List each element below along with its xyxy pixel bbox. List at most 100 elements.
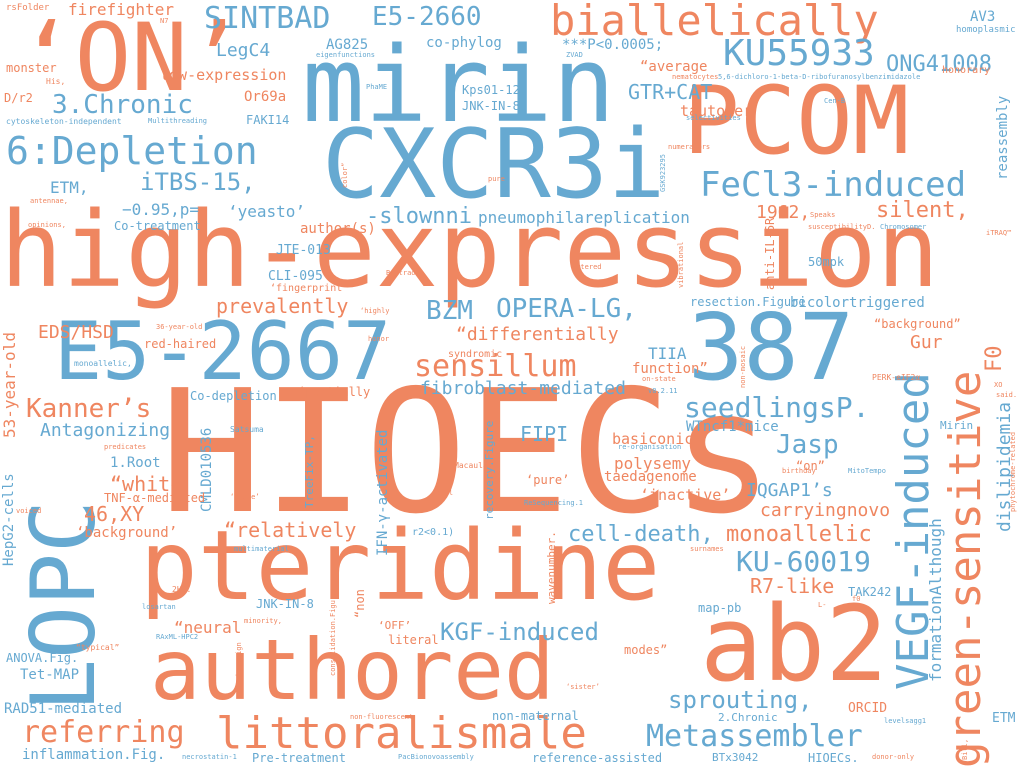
cloud-word: phytochrome-related	[1009, 431, 1017, 512]
cloud-word: Co-treatment	[114, 219, 201, 233]
cloud-word: color”	[341, 162, 349, 188]
cloud-word: monoallelic,	[74, 359, 132, 368]
cloud-word: N7	[160, 17, 169, 25]
cloud-word: 387	[688, 294, 855, 401]
cloud-word: r2<0.1)	[412, 527, 455, 538]
cloud-word: IFN-γ-activated	[375, 429, 391, 556]
cloud-word: carryingnovo	[760, 500, 891, 521]
cloud-word: ANOVA.Fig.	[6, 651, 79, 665]
cloud-word: littoralismale	[216, 708, 587, 759]
cloud-word: function”	[632, 361, 708, 377]
cloud-word: donor-only	[872, 753, 915, 761]
cloud-word: L-	[818, 601, 827, 609]
cloud-word: ‘inactive’	[640, 486, 731, 504]
cloud-word: 3.Chronic	[52, 90, 193, 120]
cloud-word: iTBS-15,	[140, 168, 256, 196]
cloud-word: “average	[640, 59, 708, 75]
cloud-word: levelsagg1	[884, 717, 927, 725]
cloud-word: formationAlthough	[926, 518, 945, 682]
cloud-word: Jasp	[776, 430, 839, 460]
cloud-word: low-expression	[160, 66, 287, 84]
cloud-word: f0	[852, 595, 861, 603]
cloud-word: ORCID	[848, 701, 888, 716]
cloud-word: biallelically	[550, 0, 879, 45]
cloud-word: 2.Chronic	[718, 711, 778, 724]
cloud-word: (cell	[432, 489, 454, 497]
cloud-word: mirin	[302, 24, 616, 146]
cloud-word: firefighter	[68, 0, 174, 19]
cloud-word: 1.Root	[110, 455, 161, 471]
cloud-word: eigenfunctions	[316, 51, 376, 59]
cloud-word: “typical”	[76, 643, 120, 652]
cloud-word: tautomer	[680, 102, 753, 120]
cloud-word: TAK242	[848, 585, 892, 599]
cloud-word: sprouting,	[668, 686, 813, 714]
cloud-word: rsFolder	[6, 3, 50, 13]
cloud-word: non-mosaic	[739, 345, 747, 388]
cloud-word: polysemy	[614, 454, 692, 473]
cloud-word: necrostatin-1	[182, 753, 237, 761]
cloud-word: inflammation.Fig.	[22, 747, 166, 763]
cloud-word: map-pb	[698, 601, 742, 615]
cloud-word: seedlingsP.	[684, 391, 870, 424]
cloud-word: PacBionovoassembly	[398, 753, 474, 761]
cloud-word: MitoTempo	[848, 467, 886, 475]
cloud-word: non-fluorescent	[350, 713, 414, 721]
cloud-word: SINTBAD	[204, 1, 331, 36]
cloud-word: vibrational	[677, 241, 685, 288]
cloud-word: WTncf1*mice	[686, 419, 779, 435]
cloud-word: reference-assisted	[532, 751, 663, 765]
cloud-word: KU-60019	[736, 545, 871, 578]
cloud-word: AG825	[326, 37, 369, 53]
cloud-word: pure	[488, 175, 505, 183]
cloud-word: co-phylog	[426, 35, 502, 51]
cloud-word: 36-year-old	[156, 323, 203, 331]
cloud-word: v8.2.11	[648, 387, 678, 395]
cloud-word: syndromic	[448, 349, 503, 360]
cloud-word: reassembly	[995, 95, 1011, 180]
cloud-word: “neural	[174, 618, 242, 637]
cloud-word: ‘background’	[76, 525, 178, 541]
cloud-word: cytoskeleton-independent	[6, 117, 122, 126]
cloud-word: ‘state’	[230, 493, 260, 501]
cloud-word: 50mpk	[808, 255, 845, 269]
cloud-word: HepG2-cells	[1, 473, 17, 566]
cloud-word: Kanner’s	[26, 394, 152, 424]
cloud-word: 5,6-dichloro-1-beta-D-ribofuranosylbenzi…	[718, 73, 921, 81]
cloud-word: surnames	[690, 545, 724, 553]
cloud-word: monoallelic	[726, 522, 872, 547]
cloud-word: TIIA	[648, 344, 687, 363]
cloud-word: HIOECs	[160, 354, 775, 552]
cloud-word: minority,	[244, 617, 282, 625]
cloud-word: homoplasmic	[956, 25, 1016, 35]
cloud-word: ZVAD	[566, 51, 583, 59]
cloud-word: JNK-IN-8.	[462, 99, 528, 113]
cloud-word: CLI-095	[268, 269, 323, 284]
cloud-word: BZM	[426, 296, 473, 326]
cloud-word: modes”	[624, 643, 668, 657]
cloud-word: ETM,	[50, 178, 89, 197]
cloud-word: voiced	[16, 507, 42, 515]
cloud-word: ‘fingerprint’	[270, 283, 349, 294]
cloud-word: non-maternal	[492, 709, 579, 723]
cloud-word: ‘OFF’	[378, 619, 412, 632]
cloud-word: Speaks	[810, 211, 836, 219]
cloud-word: KGF-induced	[440, 618, 599, 646]
cloud-word: GTR+CAT	[628, 80, 713, 104]
cloud-word: Kps01-12,	[462, 83, 528, 97]
cloud-word: His,	[46, 77, 66, 86]
cloud-word: monster	[6, 61, 57, 75]
cloud-word: CXCR3i	[322, 110, 666, 220]
cloud-word: Cen-B	[824, 97, 846, 105]
cloud-word: Beltrao	[386, 269, 416, 277]
cloud-word: RAD51-mediated	[4, 701, 123, 717]
cloud-word: consolidation.Figure	[329, 591, 337, 676]
cloud-word: Antagonizing	[40, 420, 171, 441]
cloud-word: TNF-α-mediated	[104, 491, 206, 505]
cloud-word: nematocytes	[672, 73, 719, 81]
cloud-word: -slownni	[366, 204, 472, 229]
cloud-word: susceptibilityD.	[808, 223, 876, 231]
cloud-word: Pre-treatment	[252, 751, 346, 765]
cloud-word: Tet-MAP	[20, 667, 80, 683]
cloud-word: “background”	[874, 317, 961, 331]
